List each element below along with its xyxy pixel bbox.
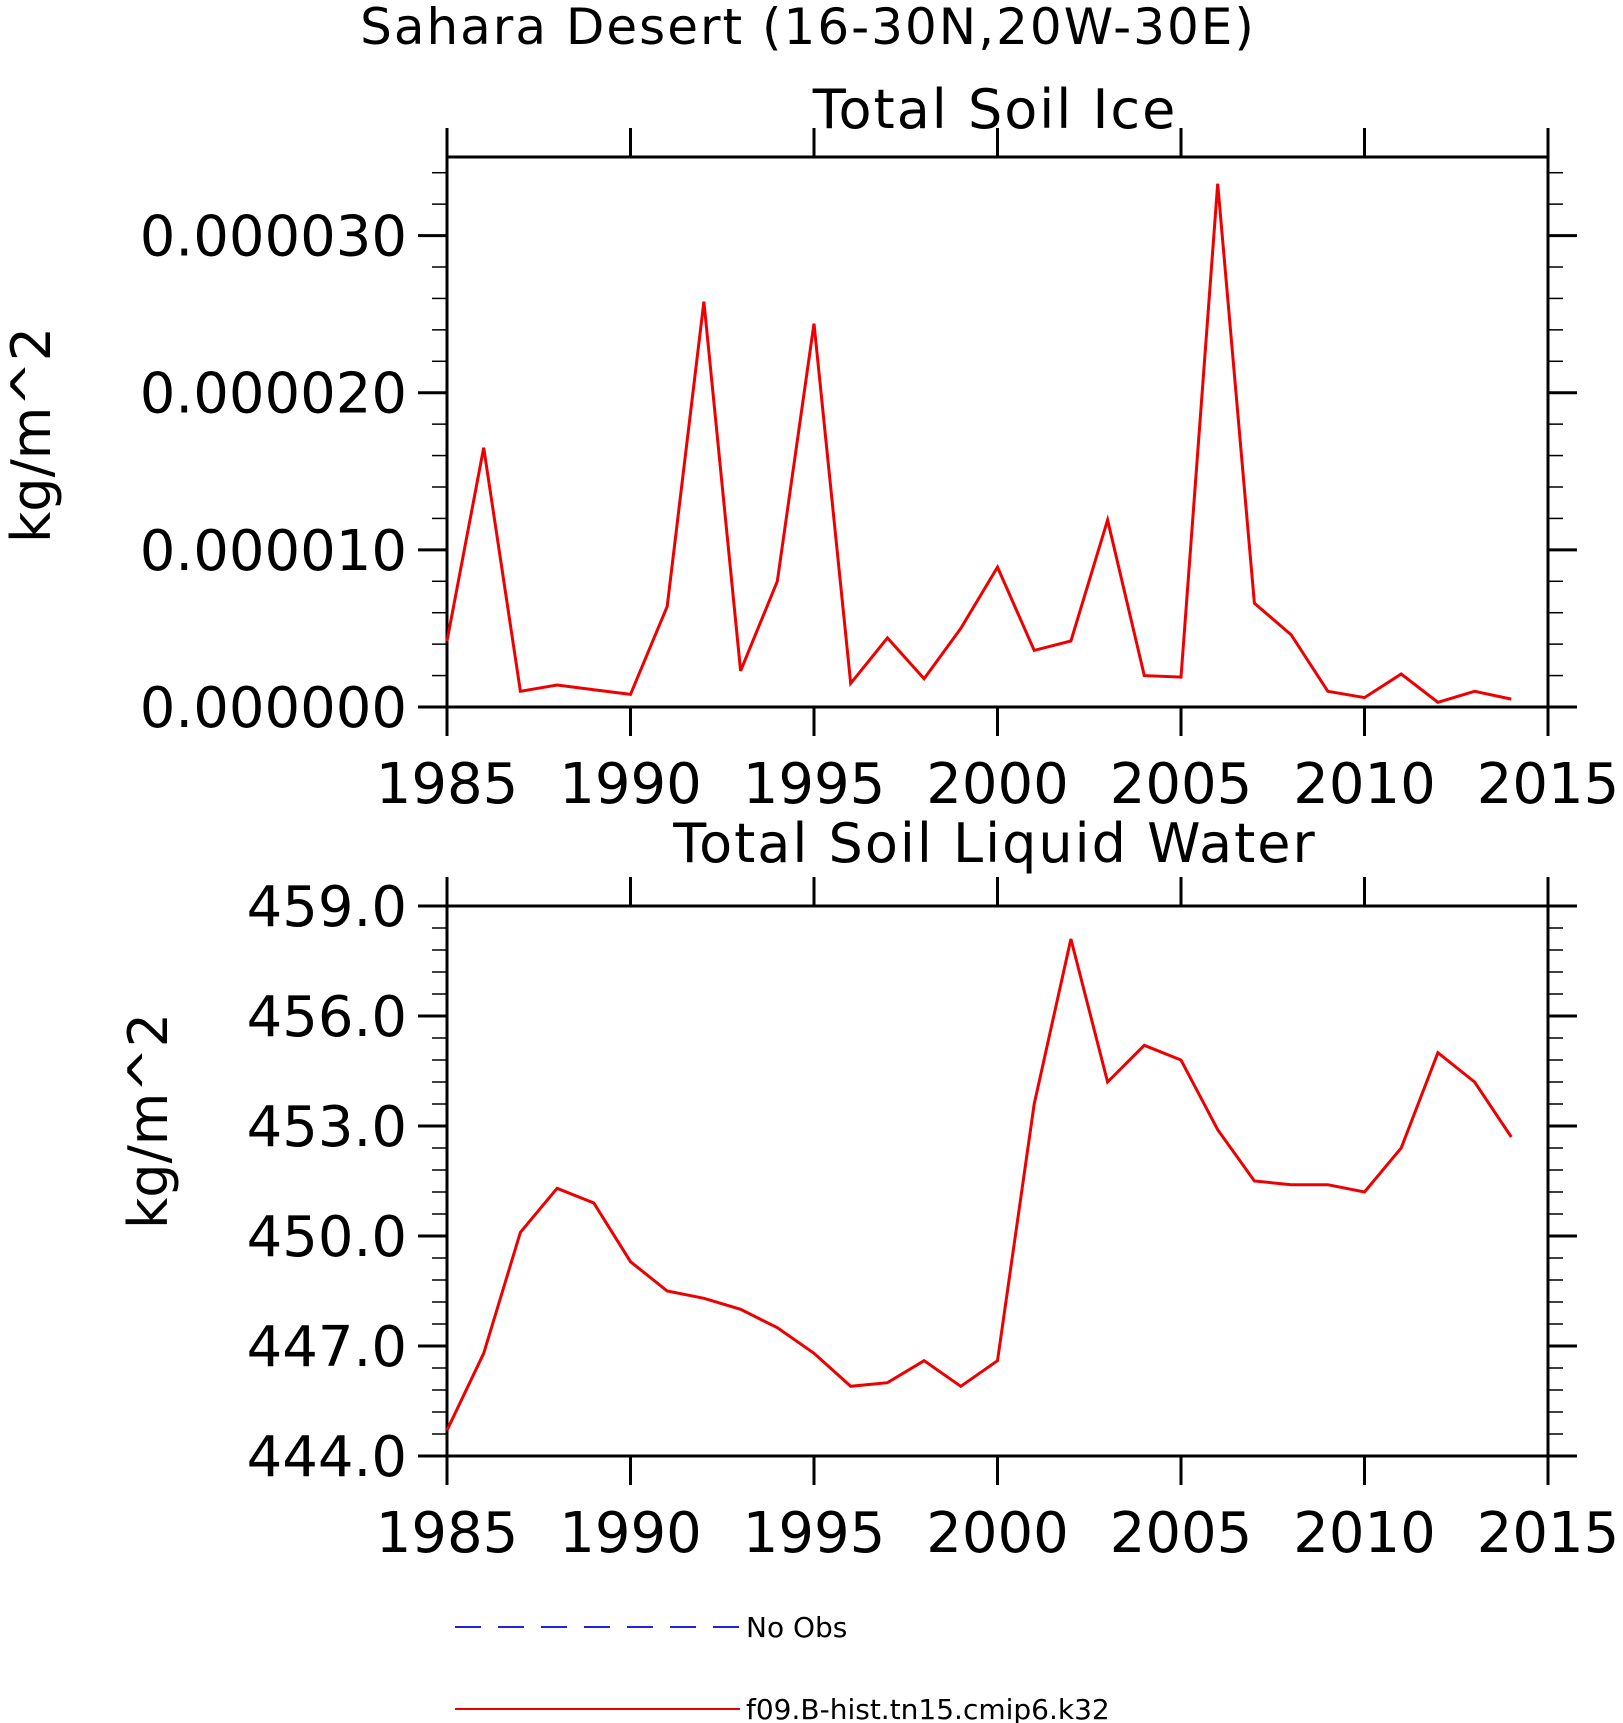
y-axis-label: kg/m^2 bbox=[0, 327, 63, 543]
y-axis-label: kg/m^2 bbox=[117, 1013, 180, 1229]
x-tick-label: 2005 bbox=[1110, 1501, 1253, 1566]
y-tick-labels: 0.000000 0.000010 0.000020 0.000030 bbox=[140, 205, 407, 741]
plot-frame bbox=[445, 155, 1550, 709]
plot-frame bbox=[445, 904, 1550, 1458]
figure-title: Sahara Desert (16-30N,20W-30E) bbox=[360, 0, 1256, 56]
x-tick-label: 2005 bbox=[1110, 752, 1253, 817]
chart-soil-liquid-water: Total Soil Liquid Water kg/m^2 444.0 447.… bbox=[117, 812, 1619, 1566]
series-group bbox=[445, 183, 1512, 704]
x-tick-label: 1995 bbox=[743, 1501, 886, 1566]
x-tick-label: 2015 bbox=[1477, 1501, 1620, 1566]
y-tick-label: 0.000010 bbox=[140, 519, 407, 584]
x-tick-label: 1990 bbox=[559, 752, 702, 817]
y-tick-labels: 444.0 447.0 450.0 453.0 456.0 459.0 bbox=[247, 875, 407, 1490]
y-tick-label: 0.000000 bbox=[140, 676, 407, 741]
chart-soil-ice: Total Soil Ice kg/m^2 0.0000000.0000100.… bbox=[0, 78, 1619, 817]
x-tick-label: 2000 bbox=[926, 752, 1069, 817]
x-tick-label: 1995 bbox=[743, 752, 886, 817]
y-tick-label: 456.0 bbox=[247, 985, 407, 1050]
legend: No Obs f09.B-hist.tn15.cmip6.k32 bbox=[455, 1611, 1110, 1723]
axis-ticks bbox=[418, 877, 1577, 1485]
x-tick-label: 2010 bbox=[1293, 1501, 1436, 1566]
axis-ticks bbox=[418, 128, 1577, 736]
x-tick-label: 1985 bbox=[376, 752, 519, 817]
y-tick-label: 0.000030 bbox=[140, 205, 407, 270]
y-tick-label: 459.0 bbox=[247, 875, 407, 940]
y-tick-label: 447.0 bbox=[247, 1315, 407, 1380]
x-tick-label: 2000 bbox=[926, 1501, 1069, 1566]
x-tick-label: 1985 bbox=[376, 1501, 519, 1566]
series-line bbox=[445, 183, 1512, 704]
y-tick-label: 0.000020 bbox=[140, 362, 407, 427]
legend-label-model: f09.B-hist.tn15.cmip6.k32 bbox=[746, 1693, 1110, 1723]
x-tick-labels: 1985 1990 1995 2000 2005 2010 2015 bbox=[376, 1501, 1620, 1566]
y-tick-label: 450.0 bbox=[247, 1205, 407, 1270]
series-group bbox=[445, 938, 1513, 1431]
x-tick-label: 2010 bbox=[1293, 752, 1436, 817]
y-tick-label: 444.0 bbox=[247, 1425, 407, 1490]
x-tick-labels: 1985 1990 1995 2000 2005 2010 2015 bbox=[376, 752, 1620, 817]
legend-label-no-obs: No Obs bbox=[746, 1611, 847, 1644]
chart-title: Total Soil Ice bbox=[812, 78, 1178, 141]
series-line bbox=[445, 938, 1513, 1431]
y-tick-label: 453.0 bbox=[247, 1095, 407, 1160]
x-tick-label: 2015 bbox=[1477, 752, 1620, 817]
x-tick-label: 1990 bbox=[559, 1501, 702, 1566]
chart-title: Total Soil Liquid Water bbox=[672, 812, 1316, 875]
